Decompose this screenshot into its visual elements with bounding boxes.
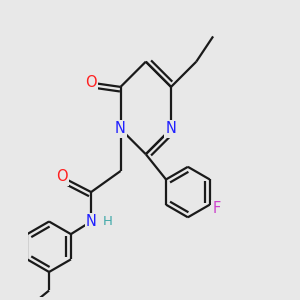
Text: N: N — [86, 214, 97, 229]
Text: N: N — [115, 122, 126, 136]
Text: H: H — [103, 215, 113, 228]
Text: F: F — [212, 201, 220, 216]
Text: O: O — [56, 169, 68, 184]
Text: O: O — [85, 75, 97, 90]
Text: N: N — [166, 122, 176, 136]
